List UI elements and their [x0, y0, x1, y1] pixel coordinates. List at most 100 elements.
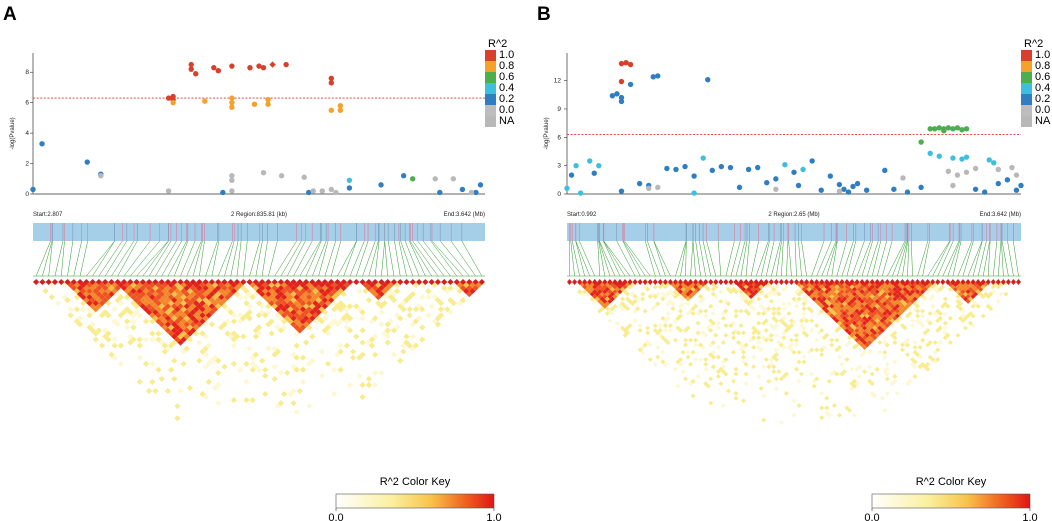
ld-cell — [343, 306, 351, 313]
ld-cell — [884, 391, 890, 396]
ld-cell — [965, 313, 971, 319]
ld-cell — [718, 366, 724, 372]
ld-cell — [372, 369, 379, 376]
ld-cell — [299, 354, 307, 361]
snp-point — [609, 93, 616, 99]
snp-connector-line — [917, 240, 929, 277]
ld-cell — [262, 288, 269, 295]
ld-diagonal-marker — [572, 279, 578, 285]
ld-cell — [343, 324, 351, 331]
ld-cell — [647, 342, 653, 348]
ld-cell — [867, 340, 873, 345]
ld-cell — [625, 330, 631, 336]
legend-swatch — [1021, 105, 1032, 116]
ld-cell — [111, 306, 118, 313]
legend-label: 0.4 — [1035, 82, 1050, 94]
ld-cell — [233, 285, 241, 292]
ld-diagonal-marker — [849, 279, 855, 285]
ld-cell — [130, 324, 137, 331]
ld-cell — [897, 291, 903, 297]
ld-cell — [89, 297, 96, 304]
ld-cell — [899, 347, 905, 353]
ld-cell — [368, 288, 376, 295]
ld-diagonal-marker — [889, 279, 895, 285]
ld-cell — [834, 371, 840, 377]
ld-cell — [271, 297, 278, 304]
ld-cell — [852, 330, 858, 336]
ld-diagonal-marker — [935, 279, 941, 285]
ld-cell — [625, 291, 631, 297]
ld-cell — [763, 328, 769, 333]
ld-cell — [337, 282, 344, 289]
ld-cell — [824, 313, 830, 319]
ld-cell — [296, 387, 303, 395]
snp-connector-line — [86, 240, 115, 277]
ld-cell — [829, 371, 835, 377]
snp-point — [614, 91, 620, 97]
ld-cell — [108, 351, 115, 358]
ld-cell — [703, 332, 709, 338]
legend-label: NA — [1035, 115, 1051, 127]
ld-cell — [622, 332, 628, 338]
ld-cell — [665, 311, 671, 316]
ld-cell — [89, 321, 96, 328]
ld-cell — [879, 318, 885, 324]
ld-cell — [193, 330, 200, 337]
ld-cell — [796, 291, 802, 297]
ld-cell — [751, 344, 757, 350]
ld-cell — [290, 400, 297, 407]
ld-cell — [130, 318, 137, 325]
snp-point — [673, 166, 679, 173]
ld-cell — [652, 294, 658, 299]
ld-cell — [415, 303, 423, 310]
snp-point — [378, 182, 384, 188]
ld-cell — [915, 298, 921, 304]
snp-point — [591, 170, 597, 176]
snp-point — [165, 188, 172, 194]
snp-point — [337, 107, 344, 113]
ld-cell — [406, 294, 413, 301]
ld-cell — [146, 387, 153, 395]
ld-cell — [280, 324, 288, 331]
ld-cell — [862, 349, 868, 355]
snp-connector-line — [312, 240, 327, 277]
snp-point — [727, 164, 734, 171]
ld-cell — [942, 320, 948, 326]
ld-diagonal-marker — [874, 279, 880, 285]
ld-cell — [710, 349, 716, 355]
ld-cell — [902, 325, 908, 331]
snp-connector-line — [430, 240, 457, 277]
ld-cell — [95, 297, 103, 304]
ld-cell — [841, 311, 847, 316]
ld-cell — [698, 342, 704, 348]
ld-cell — [280, 288, 288, 295]
ld-cell — [655, 291, 661, 297]
ld-cell — [419, 324, 426, 331]
snp-connector-line — [398, 240, 407, 277]
ld-cell — [318, 318, 325, 325]
ld-cell — [604, 286, 610, 292]
ld-cell — [715, 354, 721, 360]
snp-point — [165, 95, 172, 101]
ld-diagonal-marker — [177, 279, 184, 285]
ld-cell — [927, 354, 933, 360]
ld-cell — [720, 403, 726, 408]
ld-cell — [331, 318, 338, 325]
ld-diagonal-marker — [657, 279, 663, 285]
ld-cell — [874, 366, 880, 372]
ld-cell — [920, 361, 926, 367]
ld-cell — [884, 361, 890, 367]
ld-cell — [846, 291, 853, 297]
ld-cell — [869, 337, 875, 343]
ld-cell — [205, 378, 212, 385]
ld-cell — [378, 285, 385, 292]
ld-cell — [237, 366, 244, 373]
ld-cell — [249, 397, 256, 404]
lead-snp-point — [269, 61, 276, 68]
ld-cell — [306, 288, 313, 295]
ld-diagonal-marker — [824, 279, 830, 285]
ld-cell — [328, 285, 335, 292]
snp-point — [936, 153, 942, 159]
snp-point — [963, 126, 970, 132]
ld-cell — [942, 330, 948, 336]
